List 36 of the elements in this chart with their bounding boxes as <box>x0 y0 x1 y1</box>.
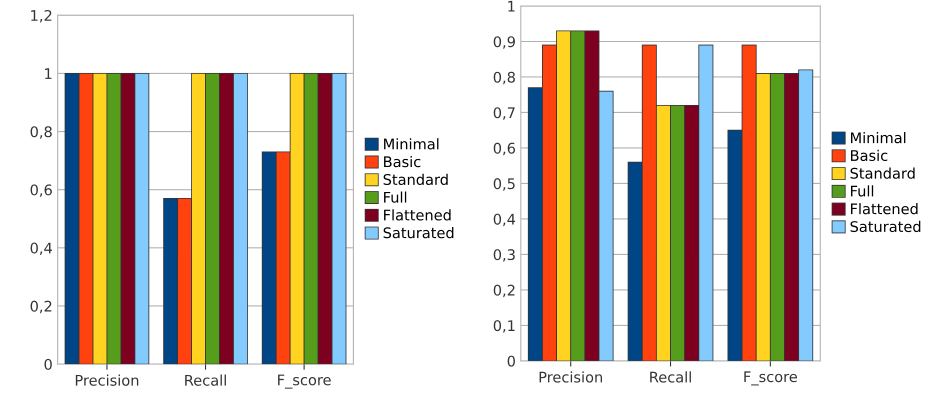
y-tick-label: 0,5 <box>494 178 515 191</box>
legend-label: Minimal <box>851 132 906 144</box>
y-tick-label: 1 <box>508 0 515 12</box>
y-tick-label: 0,8 <box>30 126 52 139</box>
legend-label: Saturated <box>850 220 920 232</box>
y-tick-label: 1 <box>45 68 52 79</box>
y-tick-label: 0,6 <box>30 184 52 197</box>
legend-label: Flattened <box>851 203 918 214</box>
legend-label: Standard <box>384 174 448 186</box>
legend-label: Minimal <box>384 138 438 150</box>
x-tick-label: F_score <box>278 374 331 389</box>
y-tick-label: 0,4 <box>30 242 52 256</box>
y-tick-label: 0,7 <box>494 107 515 120</box>
x-tick-label: Recall <box>650 371 691 383</box>
y-tick-label: 0,4 <box>494 214 516 226</box>
y-tick-label: 0,6 <box>494 142 516 156</box>
y-tick-label: 0,9 <box>494 36 515 49</box>
legend-label: Full <box>851 185 874 197</box>
y-tick-label: 0,3 <box>494 249 515 262</box>
legend-label: Full <box>384 192 406 203</box>
x-tick-label: Precision <box>76 374 138 386</box>
legend-label: Standard <box>850 168 915 179</box>
y-tick-label: 1,2 <box>31 10 52 22</box>
y-tick-label: 0 <box>44 358 52 370</box>
legend-label: Flattened <box>384 209 451 221</box>
legend-label: Basic <box>851 150 888 162</box>
y-tick-label: 0,2 <box>494 284 514 298</box>
y-tick-label: 0,1 <box>494 320 515 333</box>
x-tick-label: F_score <box>744 371 798 386</box>
y-tick-label: 0,8 <box>494 72 515 84</box>
x-tick-label: Recall <box>185 374 226 386</box>
legend-label: Basic <box>384 156 420 168</box>
x-tick-label: Precision <box>540 371 602 383</box>
legend-label: Saturated <box>384 227 454 238</box>
y-tick-label: 0 <box>508 356 515 367</box>
y-tick-label: 0,2 <box>30 300 52 314</box>
